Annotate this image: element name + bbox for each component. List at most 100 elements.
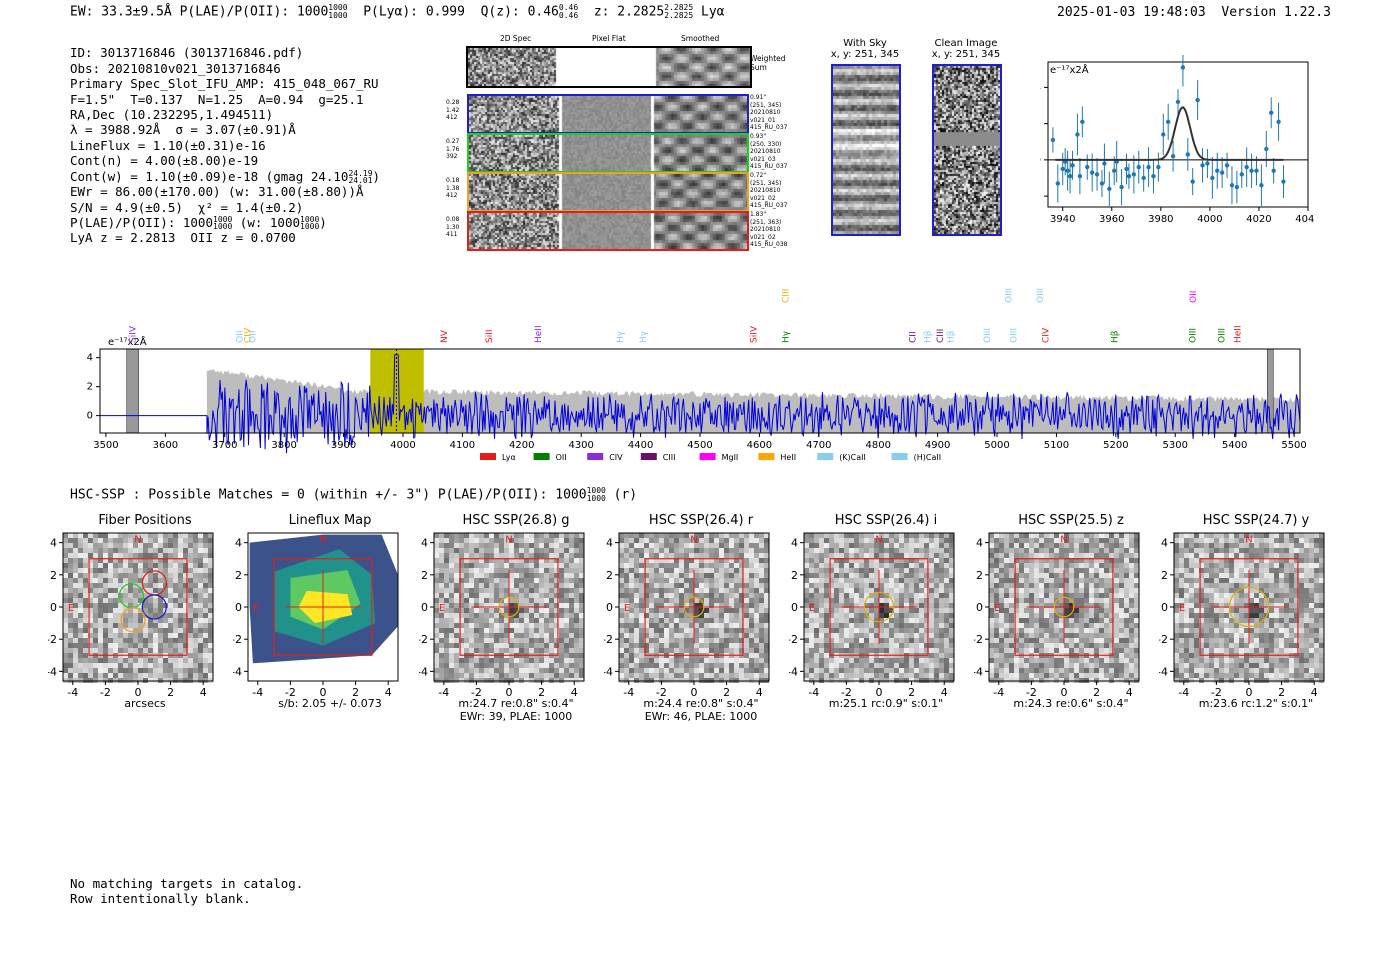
spec-xtick-label: 3800 [271,440,296,451]
full-spectrum-plot: 0 2 4 3500 3600 3700 3800 3900 4000 4100 4200 4300 4… [87,288,1307,462]
panel-ytick-label: -2 [974,633,983,646]
zoom-data-point [1200,163,1205,168]
east-label: E [68,603,74,614]
panel-ytick-label: 4 [606,537,613,550]
cutout-meta-line: (251, 345) [750,179,782,187]
spec-xtick-label: 4100 [450,440,475,451]
header-summary: EW: 33.3±9.5Å P(LAE)/P(OII): 1000 1000 100… [70,4,724,20]
spec-line-marker-label: OIII [1010,328,1020,343]
hsc-panel-image: N E -4 -4 -2 -2 0 0 2 2 4 4 [604,532,770,698]
header-plya: P(Lyα): 0.999 [363,4,465,20]
zoom-data-point [1271,168,1276,173]
spec-xtick-label: 5300 [1163,440,1188,451]
north-label: N [1060,535,1067,546]
col-title-pixelflat: Pixel Flat [592,34,626,43]
cutout-meta-line: v021_02 [750,194,776,202]
cutout-stat: 0.18 [446,177,460,184]
header-z-sup: 2.2825 [664,3,694,12]
cutout-meta-line: 20210810 [750,109,781,116]
cutout-meta-line: 20210810 [750,148,781,155]
panel-xtick-label: -2 [1026,686,1037,698]
panel-xtick-label: -2 [1211,686,1222,698]
spec-line-marker-label: OII [249,331,259,343]
cutout-meta-line: 20210810 [750,226,781,233]
cutout-stat: 412 [446,192,458,199]
zoom-data-point [1146,164,1151,170]
search-box [1014,558,1114,656]
panel-ytick-label: 0 [791,601,798,614]
panel-ytick-label: -2 [789,633,798,646]
cutout-meta-line: 0.72" [750,172,767,179]
aperture-circle [1228,586,1270,628]
zoom-data-point [1170,154,1176,159]
cutout-meta-line: (251, 363) [750,218,782,226]
plae-sub: 1000 [213,222,233,232]
panel-ytick-label: 0 [976,601,983,614]
cutout-stat: 1.42 [446,106,460,114]
panel-xtick-label: -4 [67,686,78,698]
spec-line-marker-label: CII [909,331,919,343]
zoom-data-point [1276,119,1281,125]
panel-ytick-label: 4 [235,537,242,550]
aperture-circle [683,596,705,618]
panel-xtick-label: -4 [1178,686,1189,698]
info-line: λ = 3988.92Å σ = 3.07(±0.91)Å [70,122,296,138]
zoom-data-point [1119,184,1124,190]
footer-text: No matching targets in catalog. Row inte… [70,876,303,906]
spec-xtick-label: 3600 [153,440,178,451]
spec-legend-label: (H)CaII [914,453,941,462]
panel-xtick-label: -4 [438,686,449,698]
spec-line-marker-label: SiIV [749,325,759,343]
plae-w-sup: 1000 [300,215,320,225]
cutout-row-meta: 0.91" (251, 345) 20210810 v021_01 415_RU_037 [750,94,787,132]
spec-xtick-label: 4900 [925,440,950,451]
search-box [829,558,929,656]
hsc-panel-caption-2: EWr: 39, PLAE: 1000 [459,710,573,723]
panel-xtick-label: 2 [1093,686,1100,698]
hsc-panel-title: HSC SSP(26.8) g [462,513,570,528]
zoom-ytick-label: 2 [1040,119,1041,130]
cutout-meta-line: 0.93" [750,133,767,140]
spec-line-marker-label: CIV [1042,327,1052,343]
detection-info: ID: 3013716846 (3013716846.pdf) Obs: 2021… [70,30,380,261]
header-right: 2025-01-03 19:48:03 Version 1.22.3 [1057,5,1331,20]
spec-xtick-label: 4300 [568,440,593,451]
weighted-sum-label: Weighted Sum [750,54,786,72]
cutout-row-meta: 1.83" (251, 363) 20210810 v021_02 415_RU_038 [750,211,787,249]
panel-xtick-label: 4 [571,686,578,698]
hsc-panel-title: Fiber Positions [98,513,192,528]
spec-xtick-label: 4400 [628,440,653,451]
hsc-panel-image: N E -4 -4 -2 -2 0 0 2 2 4 4 [233,532,399,698]
panel-ytick-label: -4 [233,665,242,678]
aperture-circle [1053,596,1075,618]
spec-legend-label: HeII [780,453,796,462]
spec-legend-swatch [817,453,834,460]
zoom-data-point [1254,168,1259,173]
info-line: RA,Dec (10.232295,1.494511) [70,107,274,123]
zoom-data-point [1075,132,1080,137]
info-line: LineFlux = 1.10(±0.31)e-16 [70,137,266,153]
zoom-data-point [1136,164,1141,170]
cutout-stat: 1.76 [446,145,460,153]
info-line-gmag: Cont(w) = 1.10(±0.09)e-18 (gmag 24.10 24.… [70,168,381,186]
zoom-data-point [1060,166,1065,172]
east-label: E [624,603,630,614]
spec-line-marker-label: OIII [1004,288,1014,303]
hsc-panel-caption: m:24.3 re:0.6" s:0.4" [1013,697,1129,710]
hsc-plae-sub: 1000 [586,494,606,503]
spec-xtick-label: 3500 [93,440,118,451]
zoom-data-point [1205,161,1210,166]
spec-xtick-label: 5100 [1044,440,1069,451]
panel-ytick-label: -4 [419,665,428,678]
search-box [459,558,559,656]
panel-ytick-label: 0 [235,601,242,614]
hsc-panel-image: N E -4 -4 -2 -2 0 0 2 2 4 4 [974,532,1140,698]
panel-ytick-label: 2 [791,569,798,582]
zoom-data-point [1264,146,1269,152]
cutout-row-image [467,94,749,134]
panel-xtick-label: 0 [506,686,513,698]
zoom-data-point [1219,170,1225,175]
spec-legend-swatch [587,453,604,460]
header-plae-sup: 1000 [328,3,348,12]
search-box [1199,558,1299,656]
